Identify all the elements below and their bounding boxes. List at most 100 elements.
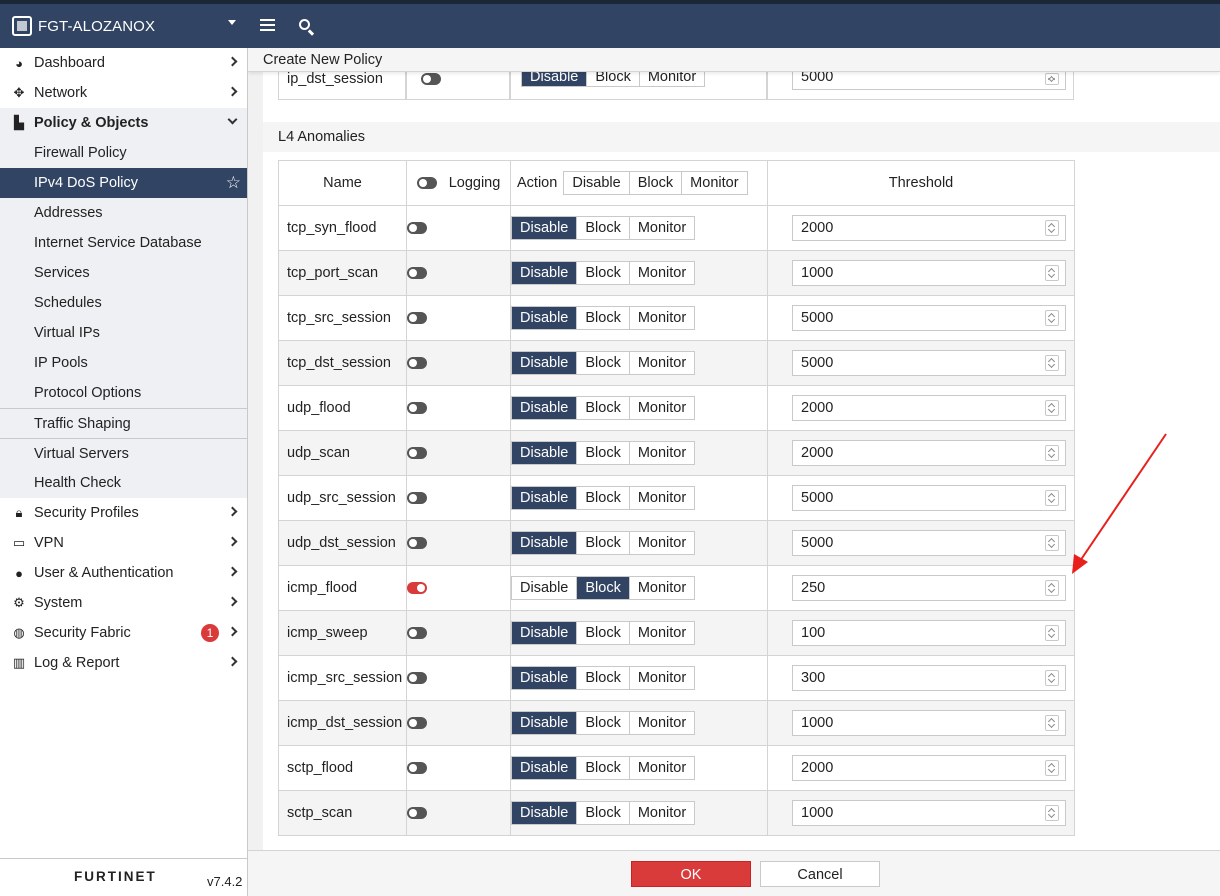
logging-toggle[interactable]: [407, 312, 427, 325]
threshold-input[interactable]: 100: [792, 620, 1066, 646]
logging-toggle[interactable]: [407, 267, 427, 280]
device-selector[interactable]: FGT-ALOZANOX: [0, 4, 248, 48]
action-segmented-control[interactable]: Disable Block Monitor: [511, 486, 696, 510]
action-monitor[interactable]: Monitor: [628, 667, 695, 689]
sidebar-item-internet-service-database[interactable]: Internet Service Database: [0, 228, 247, 258]
action-segmented-control[interactable]: Disable Block Monitor: [511, 711, 696, 735]
action-monitor[interactable]: Monitor: [628, 712, 695, 734]
action-disable[interactable]: Disable: [512, 217, 577, 239]
action-block[interactable]: Block: [576, 532, 629, 554]
sidebar-item-health-check[interactable]: Health Check: [0, 468, 247, 498]
action-segmented-control[interactable]: Disable Block Monitor: [511, 306, 696, 330]
action-disable[interactable]: Disable: [512, 397, 577, 419]
action-disable[interactable]: Disable: [522, 68, 587, 87]
sidebar-item-schedules[interactable]: Schedules: [0, 288, 247, 318]
action-disable[interactable]: Disable: [512, 622, 577, 644]
action-disable[interactable]: Disable: [512, 757, 577, 779]
nav-network[interactable]: ✥ Network: [0, 78, 247, 108]
threshold-input[interactable]: 5000: [792, 305, 1066, 331]
threshold-input[interactable]: 5000: [792, 485, 1066, 511]
nav-vpn[interactable]: ▭ VPN: [0, 528, 247, 558]
action-all-disable[interactable]: Disable: [564, 172, 629, 194]
action-monitor[interactable]: Monitor: [628, 622, 695, 644]
action-block[interactable]: Block: [576, 577, 629, 599]
logging-toggle[interactable]: [407, 492, 427, 505]
threshold-input[interactable]: 2000: [792, 755, 1066, 781]
action-segmented-control[interactable]: Disable Block Monitor: [511, 531, 696, 555]
action-block[interactable]: Block: [576, 307, 629, 329]
spinner-icon[interactable]: [1045, 445, 1059, 461]
threshold-input[interactable]: 5000: [792, 70, 1066, 90]
spinner-icon[interactable]: [1045, 625, 1059, 641]
action-all-block[interactable]: Block: [628, 172, 682, 194]
action-disable[interactable]: Disable: [512, 667, 577, 689]
action-monitor[interactable]: Monitor: [628, 397, 695, 419]
nav-security-profiles[interactable]: 🔒︎ Security Profiles: [0, 498, 247, 528]
search-icon[interactable]: [296, 16, 316, 36]
logging-toggle[interactable]: [407, 627, 427, 640]
spinner-icon[interactable]: [1045, 220, 1059, 236]
action-segmented-control[interactable]: Disable Block Monitor: [511, 576, 696, 600]
action-disable[interactable]: Disable: [512, 262, 577, 284]
action-disable[interactable]: Disable: [512, 802, 577, 824]
spinner-icon[interactable]: [1045, 760, 1059, 776]
threshold-input[interactable]: 250: [792, 575, 1066, 601]
action-block[interactable]: Block: [576, 667, 629, 689]
sidebar-item-traffic-shaping[interactable]: Traffic Shaping: [0, 408, 247, 438]
action-monitor[interactable]: Monitor: [628, 262, 695, 284]
threshold-input[interactable]: 300: [792, 665, 1066, 691]
logging-toggle[interactable]: [407, 672, 427, 685]
action-segmented-control[interactable]: Disable Block Monitor: [511, 801, 696, 825]
action-monitor[interactable]: Monitor: [628, 802, 695, 824]
logging-toggle[interactable]: [407, 717, 427, 730]
threshold-input[interactable]: 1000: [792, 800, 1066, 826]
ok-button[interactable]: OK: [631, 861, 751, 887]
logging-toggle[interactable]: [407, 402, 427, 415]
action-monitor[interactable]: Monitor: [628, 217, 695, 239]
action-disable[interactable]: Disable: [512, 532, 577, 554]
action-block[interactable]: Block: [576, 352, 629, 374]
sidebar-item-services[interactable]: Services: [0, 258, 247, 288]
action-block[interactable]: Block: [586, 68, 639, 87]
spinner-icon[interactable]: [1045, 535, 1059, 551]
action-segmented-control[interactable]: Disable Block Monitor: [521, 67, 706, 88]
action-disable[interactable]: Disable: [512, 352, 577, 374]
action-segmented-control[interactable]: Disable Block Monitor: [511, 216, 696, 240]
action-disable[interactable]: Disable: [512, 442, 577, 464]
action-segmented-control[interactable]: Disable Block Monitor: [511, 621, 696, 645]
action-monitor[interactable]: Monitor: [628, 757, 695, 779]
action-segmented-control[interactable]: Disable Block Monitor: [511, 441, 696, 465]
action-block[interactable]: Block: [576, 262, 629, 284]
nav-security-fabric[interactable]: ◍ Security Fabric 1: [0, 618, 247, 648]
action-block[interactable]: Block: [576, 757, 629, 779]
action-disable[interactable]: Disable: [512, 712, 577, 734]
logging-all-toggle[interactable]: [416, 177, 437, 190]
spinner-icon[interactable]: [1045, 265, 1059, 281]
logging-toggle[interactable]: [421, 73, 441, 86]
logging-toggle[interactable]: [407, 222, 427, 235]
action-block[interactable]: Block: [576, 217, 629, 239]
action-segmented-control[interactable]: Disable Block Monitor: [511, 756, 696, 780]
action-segmented-control[interactable]: Disable Block Monitor: [511, 396, 696, 420]
action-block[interactable]: Block: [576, 397, 629, 419]
action-monitor[interactable]: Monitor: [628, 577, 695, 599]
action-block[interactable]: Block: [576, 442, 629, 464]
sidebar-item-addresses[interactable]: Addresses: [0, 198, 247, 228]
spinner-icon[interactable]: [1045, 490, 1059, 506]
threshold-input[interactable]: 5000: [792, 350, 1066, 376]
action-monitor[interactable]: Monitor: [628, 307, 695, 329]
action-disable[interactable]: Disable: [512, 307, 577, 329]
sidebar-item-ipv4-dos-policy[interactable]: IPv4 DoS Policy ☆: [0, 168, 247, 198]
action-block[interactable]: Block: [576, 622, 629, 644]
nav-policy-objects[interactable]: ▙ Policy & Objects: [0, 108, 247, 138]
spinner-icon[interactable]: [1045, 400, 1059, 416]
threshold-input[interactable]: 5000: [792, 530, 1066, 556]
star-icon[interactable]: ☆: [225, 173, 241, 192]
action-block[interactable]: Block: [576, 712, 629, 734]
action-block[interactable]: Block: [576, 802, 629, 824]
spinner-icon[interactable]: [1045, 715, 1059, 731]
logging-toggle[interactable]: [407, 582, 427, 595]
threshold-input[interactable]: 2000: [792, 395, 1066, 421]
action-all-monitor[interactable]: Monitor: [681, 172, 747, 194]
logging-toggle[interactable]: [407, 447, 427, 460]
